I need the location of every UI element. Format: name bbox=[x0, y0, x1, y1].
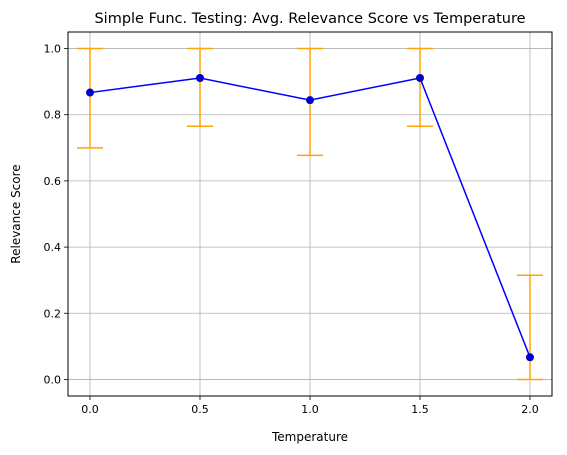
data-point bbox=[196, 73, 204, 82]
data-point bbox=[526, 353, 534, 362]
y-tick-label: 0.8 bbox=[44, 109, 62, 122]
x-tick-label: 0.5 bbox=[191, 403, 209, 416]
chart-title: Simple Func. Testing: Avg. Relevance Sco… bbox=[94, 11, 525, 27]
data-point bbox=[86, 88, 94, 97]
axis-ticks: 0.0 0.5 1.0 1.5 2.0 0.0 0.2 0.4 0.6 0.8 1.0 bbox=[44, 43, 539, 416]
y-tick-label: 0.0 bbox=[44, 373, 62, 386]
data-point bbox=[306, 96, 314, 105]
x-tick-label: 1.0 bbox=[301, 403, 319, 416]
data-point bbox=[416, 73, 424, 82]
y-tick-label: 0.4 bbox=[44, 241, 62, 254]
x-tick-label: 2.0 bbox=[521, 403, 539, 416]
y-tick-label: 0.2 bbox=[44, 307, 62, 320]
y-tick-label: 1.0 bbox=[44, 43, 62, 56]
y-axis-label: Relevance Score bbox=[9, 164, 23, 263]
y-tick-label: 0.6 bbox=[44, 175, 62, 188]
x-tick-label: 0.0 bbox=[81, 403, 99, 416]
x-axis-label: Temperature bbox=[271, 430, 348, 444]
x-tick-label: 1.5 bbox=[411, 403, 429, 416]
series bbox=[86, 73, 534, 362]
